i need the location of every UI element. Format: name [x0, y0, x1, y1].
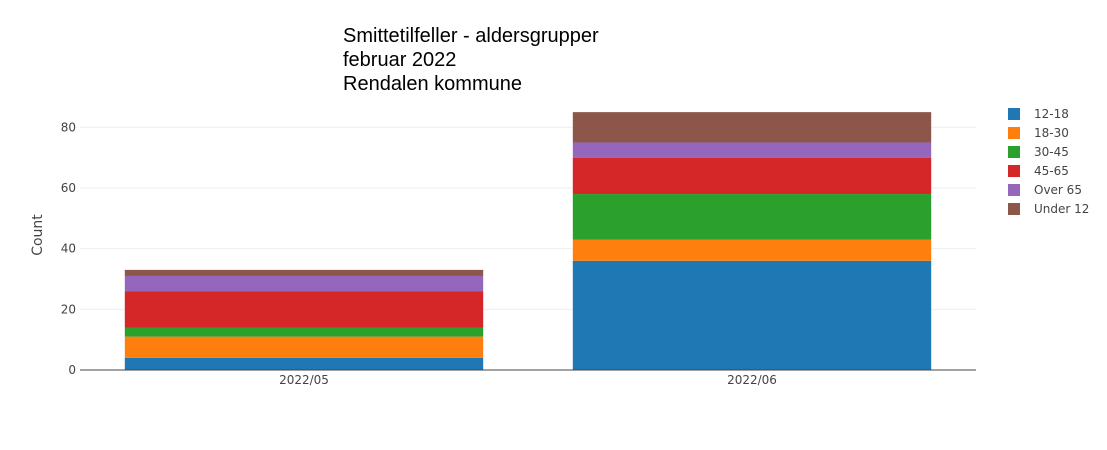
legend-swatch-over-65 — [1008, 184, 1020, 196]
bar-2022-05-12-18[interactable] — [124, 357, 484, 370]
y-tick-label-80: 80 — [61, 120, 76, 134]
legend-swatch-12-18 — [1008, 108, 1020, 120]
legend-label-over-65: Over 65 — [1034, 183, 1082, 197]
bars — [124, 112, 932, 370]
title-line-2: februar 2022 — [343, 49, 456, 71]
bar-2022-06-over-65[interactable] — [572, 142, 932, 158]
bar-2022-06-12-18[interactable] — [572, 260, 932, 370]
y-tick-label-0: 0 — [68, 363, 76, 377]
legend-item-12-18[interactable]: 12-18 — [1008, 107, 1069, 121]
bar-2022-06-30-45[interactable] — [572, 194, 932, 240]
legend-item-under-12[interactable]: Under 12 — [1008, 202, 1089, 216]
y-tick-label-40: 40 — [61, 242, 76, 256]
legend-item-45-65[interactable]: 45-65 — [1008, 164, 1069, 178]
legend-item-18-30[interactable]: 18-30 — [1008, 126, 1069, 140]
legend-label-under-12: Under 12 — [1034, 202, 1089, 216]
x-tick-label-2022-06: 2022/06 — [727, 373, 777, 387]
chart-title: Smittetilfeller - aldersgrupper februar … — [343, 25, 599, 95]
legend-item-over-65[interactable]: Over 65 — [1008, 183, 1082, 197]
bar-2022-05-under-12[interactable] — [124, 269, 484, 276]
legend: 12-18 18-30 30-45 45-65 Over 65 Under 12 — [1008, 107, 1089, 216]
legend-label-30-45: 30-45 — [1034, 145, 1069, 159]
y-tick-labels: 0 20 40 60 80 — [61, 120, 76, 377]
bar-2022-05-30-45[interactable] — [124, 327, 484, 337]
title-line-3: Rendalen kommune — [343, 73, 522, 95]
legend-swatch-18-30 — [1008, 127, 1020, 139]
bar-2022-06-under-12[interactable] — [572, 112, 932, 143]
bar-2022-06-45-65[interactable] — [572, 157, 932, 195]
legend-label-18-30: 18-30 — [1034, 126, 1069, 140]
legend-item-30-45[interactable]: 30-45 — [1008, 145, 1069, 159]
y-tick-label-60: 60 — [61, 181, 76, 195]
y-tick-label-20: 20 — [61, 302, 76, 316]
legend-label-45-65: 45-65 — [1034, 164, 1069, 178]
title-line-1: Smittetilfeller - aldersgrupper — [343, 25, 599, 47]
bar-2022-05-18-30[interactable] — [124, 336, 484, 358]
legend-label-12-18: 12-18 — [1034, 107, 1069, 121]
legend-swatch-30-45 — [1008, 146, 1020, 158]
bar-2022-06-18-30[interactable] — [572, 239, 932, 261]
legend-swatch-under-12 — [1008, 203, 1020, 215]
bar-2022-05-45-65[interactable] — [124, 291, 484, 328]
x-tick-labels: 2022/05 2022/06 — [279, 373, 777, 387]
y-axis-title: Count — [30, 214, 46, 256]
bar-2022-05-over-65[interactable] — [124, 275, 484, 292]
legend-swatch-45-65 — [1008, 165, 1020, 177]
x-tick-label-2022-05: 2022/05 — [279, 373, 329, 387]
